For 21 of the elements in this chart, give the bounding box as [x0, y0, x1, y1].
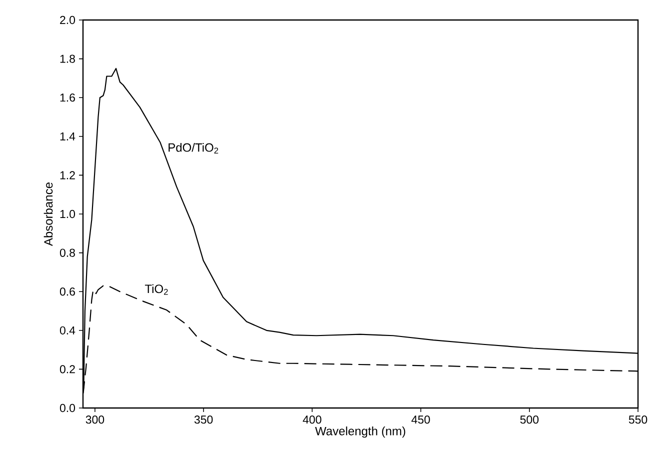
y-tick-label: 0.2 — [60, 365, 75, 374]
x-tick-label: 450 — [411, 416, 430, 424]
x-tick-label: 500 — [520, 416, 539, 424]
x-tick-label: 300 — [86, 416, 104, 424]
y-tick-label: 1.0 — [60, 210, 76, 218]
y-tick-label: 1.4 — [60, 132, 76, 140]
x-tick-label: 550 — [628, 416, 648, 424]
y-tick-label: 0.4 — [60, 326, 76, 334]
y-tick-label: 1.6 — [60, 94, 75, 102]
y-tick-label: 0.6 — [60, 288, 75, 296]
y-tick-label: 2.0 — [60, 16, 76, 24]
series-label: PdO/TiO$_{2}$ — [168, 142, 218, 154]
x-tick-label: 400 — [302, 416, 322, 424]
y-tick-label: 0.8 — [60, 248, 75, 257]
x-tick-label: 350 — [194, 416, 213, 424]
x-axis-title: Wavelength (nm) — [315, 426, 406, 438]
y-tick-label: 0.0 — [60, 404, 76, 412]
y-axis-title: Absorbance — [44, 182, 53, 246]
series-label: TiO$_{2}$ — [144, 284, 168, 295]
y-tick-label: 1.8 — [60, 54, 75, 63]
y-tick-label: 1.2 — [60, 171, 75, 180]
